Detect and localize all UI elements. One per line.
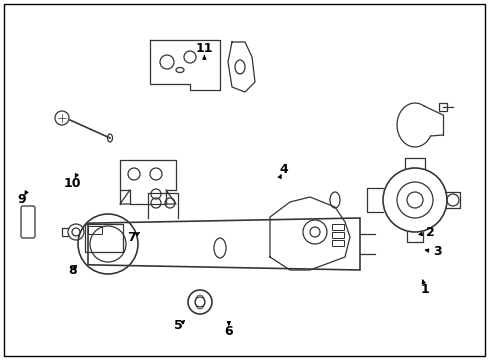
Text: 6: 6 xyxy=(224,325,233,338)
Text: 1: 1 xyxy=(420,283,429,296)
Text: 7: 7 xyxy=(126,231,135,244)
Text: 4: 4 xyxy=(279,163,287,176)
Text: 2: 2 xyxy=(425,226,434,239)
Text: 9: 9 xyxy=(18,193,26,206)
Bar xyxy=(331,240,343,246)
Text: 3: 3 xyxy=(432,246,441,258)
Bar xyxy=(438,103,446,111)
Bar xyxy=(85,224,123,252)
Bar xyxy=(88,226,102,234)
Text: 10: 10 xyxy=(63,177,81,190)
Text: 5: 5 xyxy=(174,319,183,332)
Bar xyxy=(331,224,343,230)
FancyBboxPatch shape xyxy=(21,206,35,238)
Bar xyxy=(331,232,343,238)
Text: 11: 11 xyxy=(195,42,213,55)
Text: 8: 8 xyxy=(68,264,77,277)
